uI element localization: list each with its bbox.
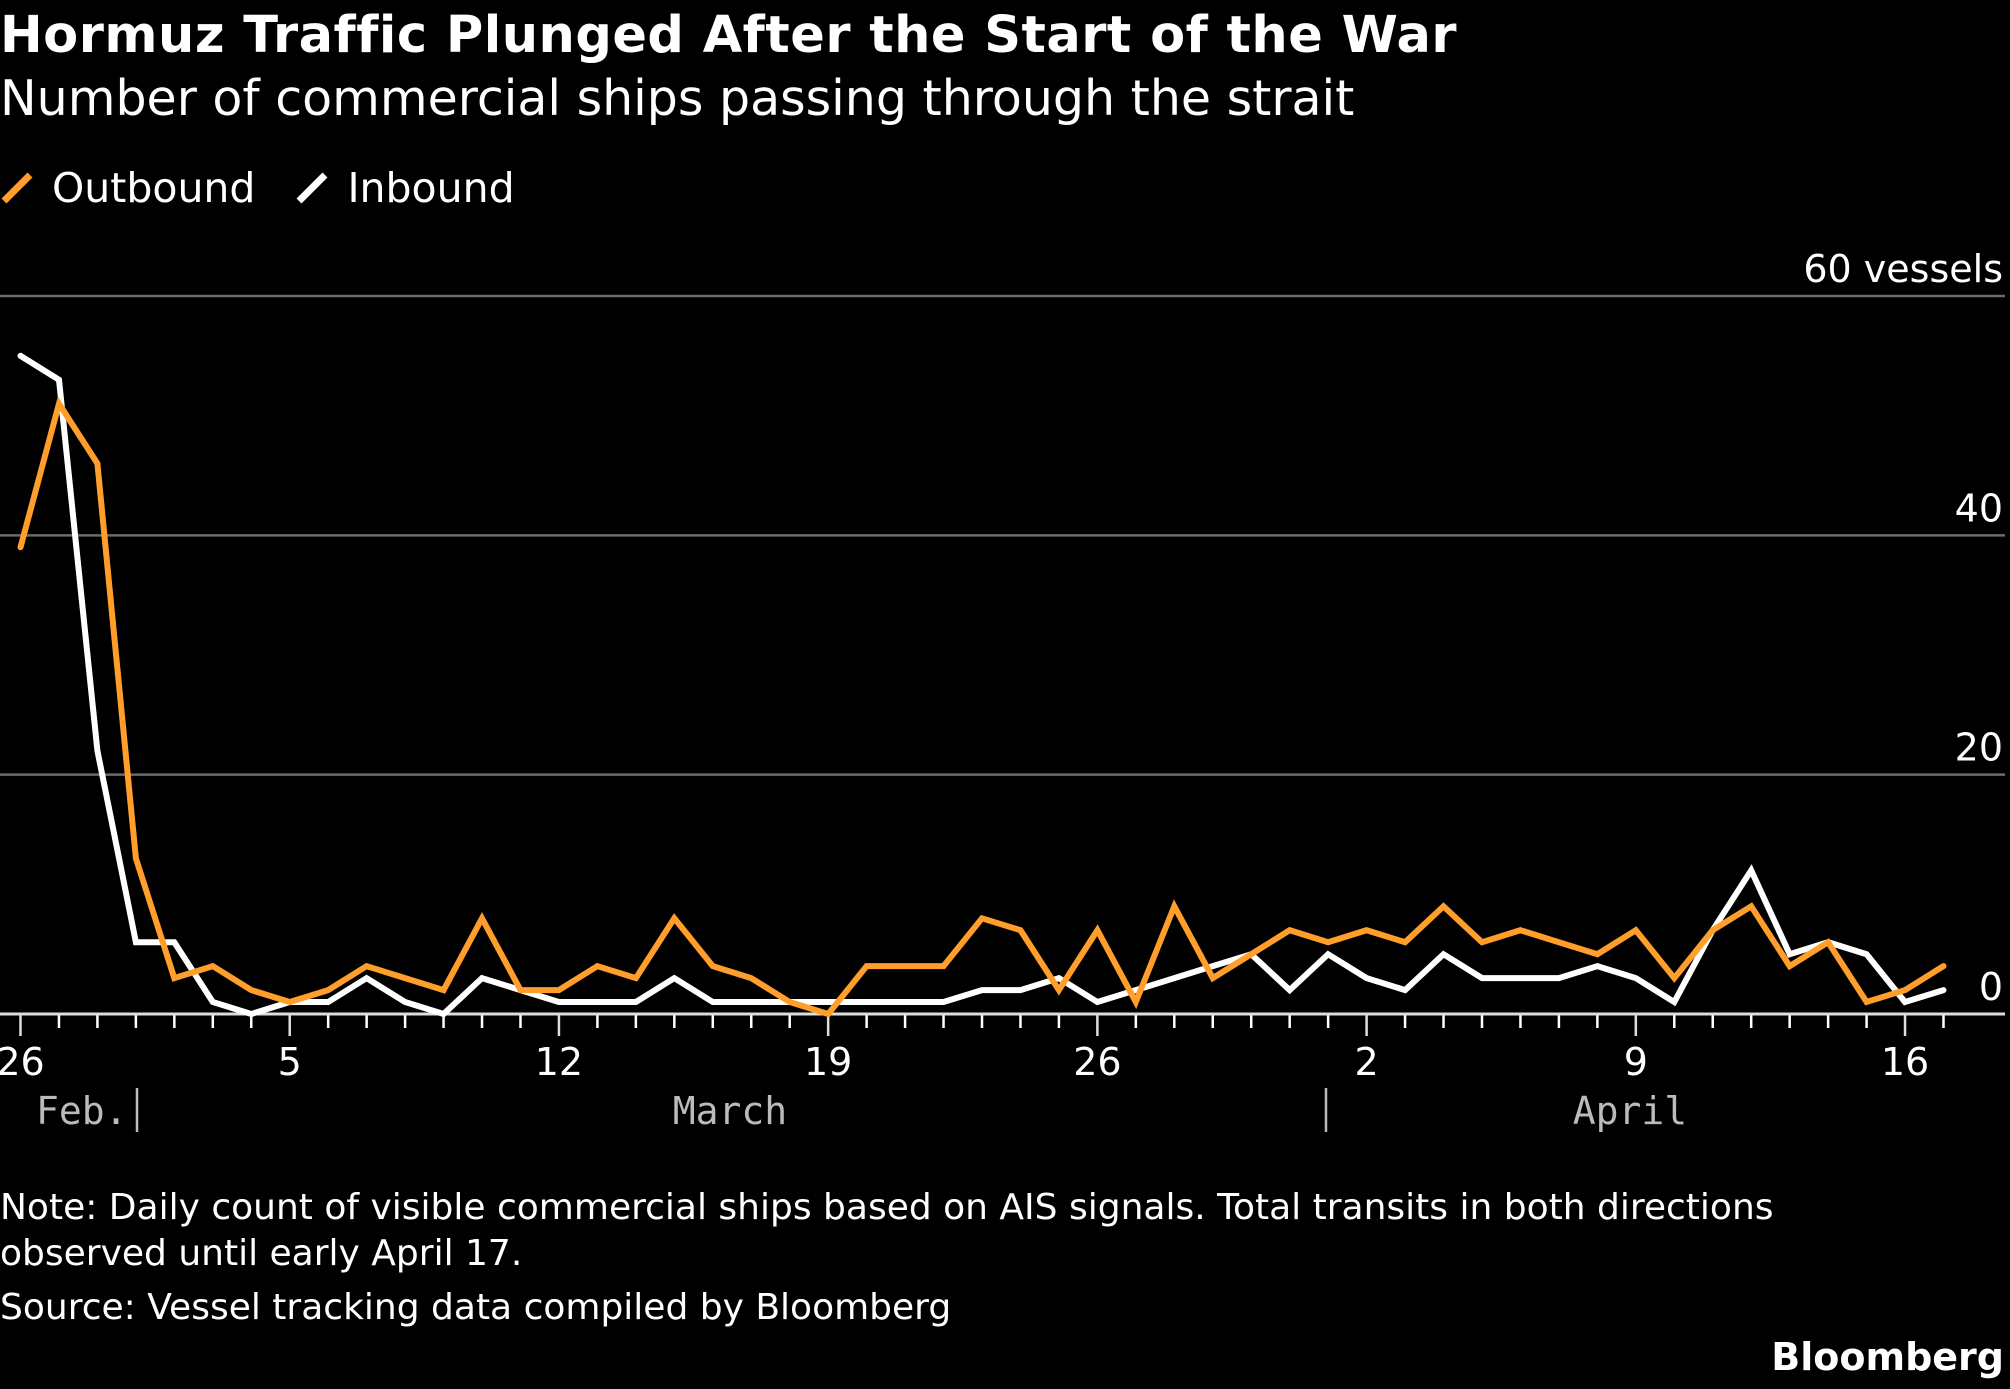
x-tick-label: 5	[278, 1040, 302, 1084]
x-tick-label: 26	[1073, 1040, 1121, 1084]
month-label: April	[1573, 1089, 1687, 1133]
legend-outbound: Outbound	[0, 164, 255, 212]
chart-title: Hormuz Traffic Plunged After the Start o…	[0, 6, 1458, 65]
legend-inbound-label: Inbound	[347, 164, 515, 212]
x-tick-label: 2	[1355, 1040, 1379, 1084]
month-label: Feb.	[36, 1089, 128, 1133]
chart-subtitle: Number of commercial ships passing throu…	[0, 70, 1355, 127]
inbound-swatch-icon	[296, 172, 328, 204]
chart-note: Note: Daily count of visible commercial …	[0, 1187, 1774, 1274]
bloomberg-logo: Bloomberg	[1771, 1335, 2004, 1379]
x-tick-label: 26	[0, 1040, 45, 1084]
y-tick-label: 60 vessels	[1803, 247, 2003, 291]
y-tick-label: 40	[1955, 486, 2003, 530]
chart-source: Source: Vessel tracking data compiled by…	[0, 1287, 952, 1328]
month-label: March	[673, 1089, 787, 1133]
y-tick-label: 20	[1955, 726, 2003, 770]
series-line-inbound	[17, 352, 1947, 1018]
legend-inbound: Inbound	[295, 164, 515, 212]
outbound-swatch-icon	[1, 172, 33, 204]
x-tick-label: 19	[804, 1040, 852, 1084]
series-line-outbound	[17, 396, 1947, 1018]
x-tick-label: 12	[535, 1040, 583, 1084]
legend-outbound-label: Outbound	[52, 164, 256, 212]
x-tick-label: 9	[1624, 1040, 1648, 1084]
x-tick-label: 16	[1881, 1040, 1929, 1084]
legend: Outbound Inbound	[0, 164, 515, 212]
y-tick-label: 0	[1979, 965, 2003, 1009]
